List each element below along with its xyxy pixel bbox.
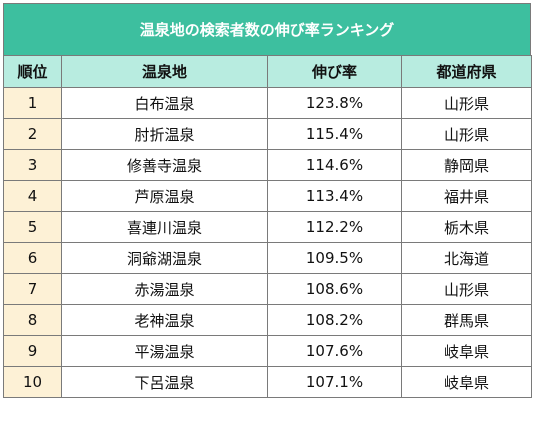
rank-cell: 8 <box>3 304 62 336</box>
onsen-name-cell: 喜連川温泉 <box>61 211 268 243</box>
prefecture-cell: 岐阜県 <box>401 366 532 398</box>
header-rate: 伸び率 <box>267 55 402 88</box>
growth-rate-cell: 115.4% <box>267 118 402 150</box>
rank-cell: 3 <box>3 149 62 181</box>
prefecture-cell: 山形県 <box>401 118 532 150</box>
prefecture-cell: 栃木県 <box>401 211 532 243</box>
rank-cell: 1 <box>3 87 62 119</box>
header-pref: 都道府県 <box>401 55 532 88</box>
onsen-name-cell: 白布温泉 <box>61 87 268 119</box>
rank-cell: 4 <box>3 180 62 212</box>
prefecture-cell: 静岡県 <box>401 149 532 181</box>
onsen-name-cell: 老神温泉 <box>61 304 268 336</box>
prefecture-cell: 北海道 <box>401 242 532 274</box>
onsen-name-cell: 下呂温泉 <box>61 366 268 398</box>
table-row: 3 修善寺温泉 114.6% 静岡県 <box>3 149 532 181</box>
prefecture-cell: 群馬県 <box>401 304 532 336</box>
header-rank: 順位 <box>3 55 62 88</box>
prefecture-cell: 山形県 <box>401 87 532 119</box>
rank-cell: 9 <box>3 335 62 367</box>
growth-rate-cell: 108.2% <box>267 304 402 336</box>
prefecture-cell: 岐阜県 <box>401 335 532 367</box>
table-row: 2 肘折温泉 115.4% 山形県 <box>3 118 532 150</box>
growth-rate-cell: 123.8% <box>267 87 402 119</box>
table-row: 10 下呂温泉 107.1% 岐阜県 <box>3 366 532 398</box>
prefecture-cell: 山形県 <box>401 273 532 305</box>
growth-rate-cell: 113.4% <box>267 180 402 212</box>
onsen-name-cell: 修善寺温泉 <box>61 149 268 181</box>
rank-cell: 5 <box>3 211 62 243</box>
onsen-name-cell: 洞爺湖温泉 <box>61 242 268 274</box>
table-row: 6 洞爺湖温泉 109.5% 北海道 <box>3 242 532 274</box>
header-row: 順位 温泉地 伸び率 都道府県 <box>3 55 532 88</box>
rank-cell: 2 <box>3 118 62 150</box>
table-row: 9 平湯温泉 107.6% 岐阜県 <box>3 335 532 367</box>
growth-rate-cell: 114.6% <box>267 149 402 181</box>
prefecture-cell: 福井県 <box>401 180 532 212</box>
growth-rate-cell: 112.2% <box>267 211 402 243</box>
onsen-name-cell: 赤湯温泉 <box>61 273 268 305</box>
table-row: 8 老神温泉 108.2% 群馬県 <box>3 304 532 336</box>
growth-rate-cell: 107.6% <box>267 335 402 367</box>
growth-rate-cell: 108.6% <box>267 273 402 305</box>
ranking-table: 順位 温泉地 伸び率 都道府県 1 白布温泉 123.8% 山形県 2 肘折温泉… <box>3 55 532 398</box>
header-name: 温泉地 <box>61 55 268 88</box>
growth-rate-cell: 109.5% <box>267 242 402 274</box>
ranking-table-container: 温泉地の検索者数の伸び率ランキング 順位 温泉地 伸び率 都道府県 1 白布温泉… <box>3 3 532 398</box>
onsen-name-cell: 肘折温泉 <box>61 118 268 150</box>
onsen-name-cell: 平湯温泉 <box>61 335 268 367</box>
table-row: 7 赤湯温泉 108.6% 山形県 <box>3 273 532 305</box>
table-row: 5 喜連川温泉 112.2% 栃木県 <box>3 211 532 243</box>
table-row: 1 白布温泉 123.8% 山形県 <box>3 87 532 119</box>
rank-cell: 10 <box>3 366 62 398</box>
table-title: 温泉地の検索者数の伸び率ランキング <box>3 3 531 55</box>
table-row: 4 芦原温泉 113.4% 福井県 <box>3 180 532 212</box>
rank-cell: 7 <box>3 273 62 305</box>
growth-rate-cell: 107.1% <box>267 366 402 398</box>
onsen-name-cell: 芦原温泉 <box>61 180 268 212</box>
rank-cell: 6 <box>3 242 62 274</box>
